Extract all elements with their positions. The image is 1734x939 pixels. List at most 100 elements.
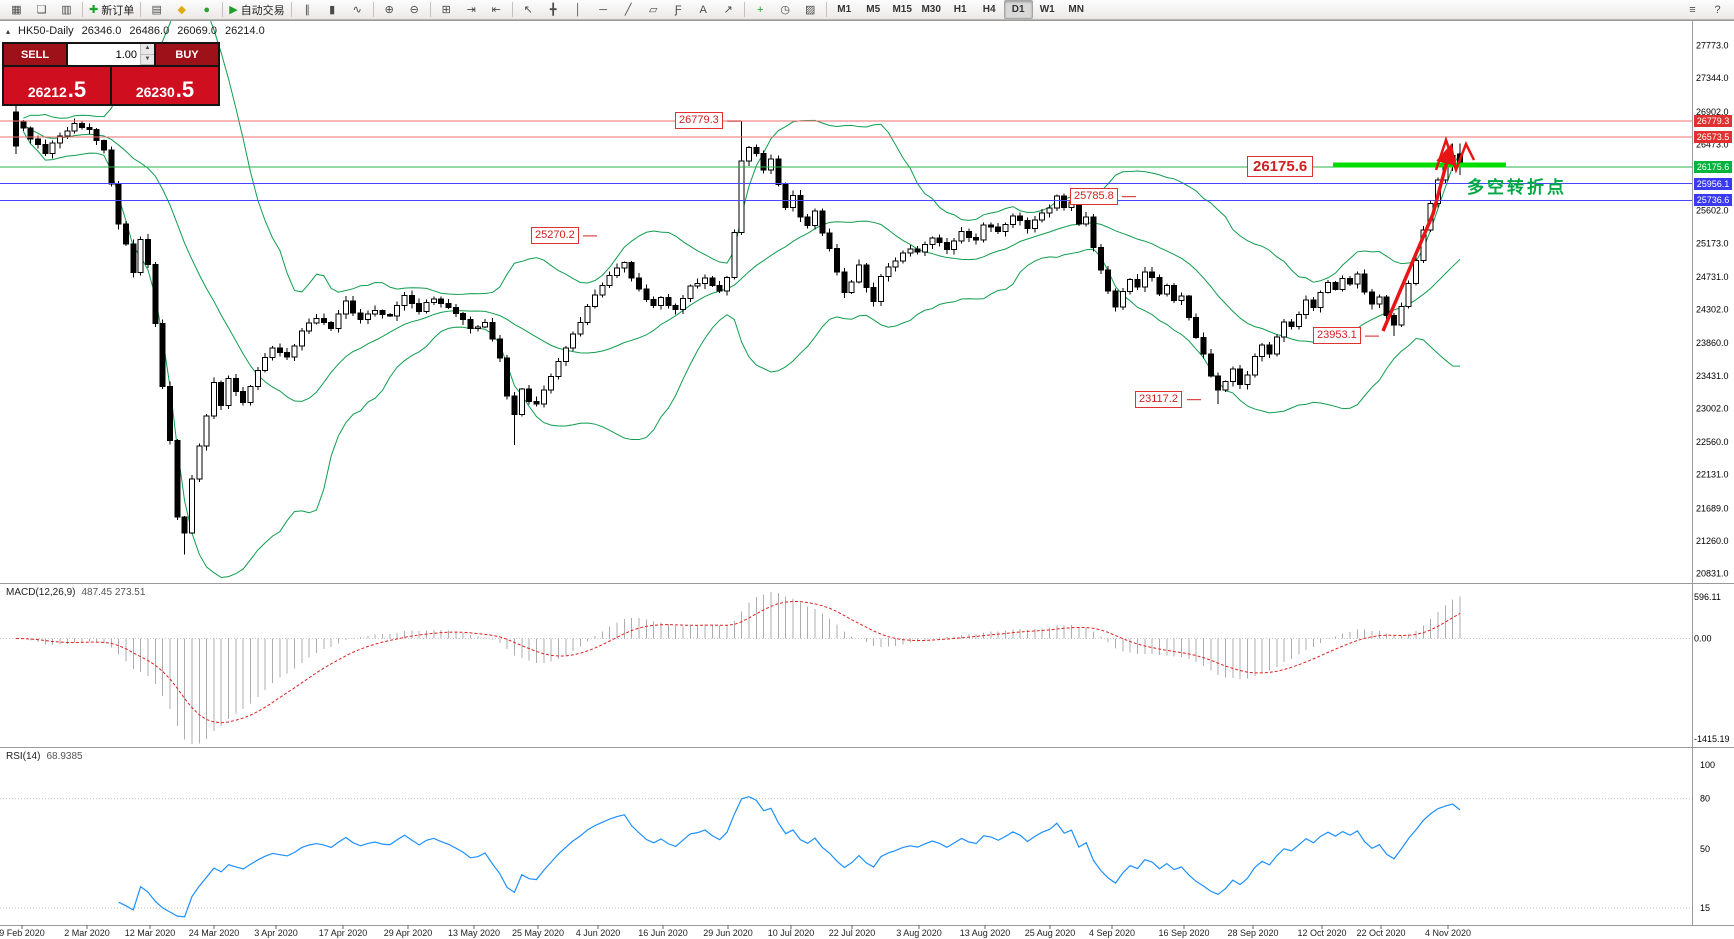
market-depth-icon[interactable]: ▤ xyxy=(144,0,169,19)
autotrading-button[interactable]: ▶ 自动交易 xyxy=(226,0,287,19)
rsi-line xyxy=(118,796,1461,918)
timeframe-m5-button[interactable]: M5 xyxy=(866,4,881,15)
channel-icon: ▱ xyxy=(648,4,658,16)
templates-icon[interactable]: ▨ xyxy=(798,0,823,19)
toolbar-separator xyxy=(825,2,827,17)
zoom-out-icon: ⊖ xyxy=(409,4,419,16)
new-order-button[interactable]: ✚ 新订单 xyxy=(86,0,137,19)
buy-price-main: 26230 xyxy=(135,84,175,100)
buy-price-button[interactable]: 26230 .5 xyxy=(112,67,218,104)
cursor-icon: ↖ xyxy=(523,4,533,16)
channel-icon[interactable]: ▱ xyxy=(641,0,666,19)
text-label-icon[interactable]: A xyxy=(691,0,716,19)
axis-badge-26175.6: 26175.6 xyxy=(1694,161,1732,174)
arrow-object-icon[interactable]: ↗ xyxy=(716,0,741,19)
candlestick-chart-icon[interactable]: ▮ xyxy=(320,0,345,19)
volume-down-button[interactable]: ▼ xyxy=(141,54,154,65)
date-axis[interactable]: 9 Feb 2020 2 Mar 2020 12 Mar 2020 24 Mar 20… xyxy=(0,925,1471,938)
trend-arrow[interactable] xyxy=(1381,143,1457,332)
price-label-25785.8[interactable]: 25785.8 xyxy=(1070,187,1118,205)
timeframe-h4-button[interactable]: H4 xyxy=(982,4,996,15)
trendline-icon: ╱ xyxy=(624,4,632,16)
sell-button[interactable]: SELL xyxy=(4,44,66,65)
zoom-out-icon[interactable]: ⊖ xyxy=(402,0,427,19)
toolbar-separator xyxy=(222,2,224,17)
volume-up-button[interactable]: ▲ xyxy=(141,44,154,55)
timeframe-w1-button[interactable]: W1 xyxy=(1039,4,1055,15)
cursor-icon[interactable]: ↖ xyxy=(516,0,541,19)
rsi-name: RSI(14) xyxy=(6,751,41,762)
print-icon[interactable]: ≡ xyxy=(1689,3,1696,16)
price-label-23117.2[interactable]: 23117.2 xyxy=(1135,390,1182,408)
trendline-icon[interactable]: ╱ xyxy=(616,0,641,19)
price-label-26779.3[interactable]: 26779.3 xyxy=(675,112,723,130)
zoom-in-icon[interactable]: ⊕ xyxy=(377,0,402,19)
svg-text:12 Oct 2020: 12 Oct 2020 xyxy=(1297,928,1346,938)
svg-text:80: 80 xyxy=(1700,794,1710,804)
crosshair-icon[interactable]: ╋ xyxy=(541,0,566,19)
svg-text:3 Aug 2020: 3 Aug 2020 xyxy=(896,928,942,938)
chart-symbol-title: HK50-Daily xyxy=(18,25,74,37)
market-watch-icon[interactable]: ▥ xyxy=(54,0,79,19)
vertical-line-icon[interactable]: │ xyxy=(566,0,591,19)
chart-shift-icon[interactable]: ⇤ xyxy=(484,0,509,19)
periods-icon[interactable]: ◷ xyxy=(773,0,798,19)
bar-chart-icon[interactable]: ∥ xyxy=(295,0,320,19)
volume-input[interactable] xyxy=(68,44,140,65)
svg-text:596.11: 596.11 xyxy=(1694,592,1721,602)
one-click-collapse-icon[interactable]: ▴ xyxy=(6,26,11,36)
svg-text:100: 100 xyxy=(1700,760,1715,770)
svg-text:13 May 2020: 13 May 2020 xyxy=(448,928,500,938)
strategy-tester-icon[interactable]: ● xyxy=(194,0,219,19)
candles xyxy=(13,99,1464,555)
svg-text:29 Apr 2020: 29 Apr 2020 xyxy=(384,928,433,938)
price-label-26175.6[interactable]: 26175.6 xyxy=(1247,156,1314,178)
svg-text:21260.0: 21260.0 xyxy=(1696,536,1729,546)
level-lines[interactable] xyxy=(0,120,1692,201)
timeframe-m15-button[interactable]: M15 xyxy=(892,4,912,15)
price-label-23953.1[interactable]: 23953.1 xyxy=(1313,327,1361,345)
charts-grid-icon: ▦ xyxy=(11,4,22,16)
zoom-in-icon: ⊕ xyxy=(384,4,394,16)
svg-text:13 Aug 2020: 13 Aug 2020 xyxy=(960,928,1011,938)
help-icon[interactable]: ? xyxy=(1714,3,1721,16)
svg-text:17 Apr 2020: 17 Apr 2020 xyxy=(319,928,368,938)
toolbar-separator xyxy=(290,2,292,17)
market-depth-icon: ▤ xyxy=(151,4,162,16)
indicators-icon[interactable]: + xyxy=(748,0,773,19)
autotrading-button-label: 自动交易 xyxy=(240,4,285,17)
price-label-25270.2[interactable]: 25270.2 xyxy=(531,226,579,244)
timeframe-m30-button[interactable]: M30 xyxy=(921,4,941,15)
svg-text:22131.0: 22131.0 xyxy=(1696,470,1729,480)
axis-badge-26573.5: 26573.5 xyxy=(1694,130,1732,143)
toolbar-separator xyxy=(372,2,374,17)
timeframe-m1-button[interactable]: M1 xyxy=(837,4,852,15)
ohlc-high: 26486.0 xyxy=(129,25,170,37)
timeframe-d1-button[interactable]: D1 xyxy=(1003,0,1033,19)
horizontal-line-icon[interactable]: ─ xyxy=(591,0,616,19)
tile-windows-icon[interactable]: ⊞ xyxy=(434,0,459,19)
svg-text:22 Oct 2020: 22 Oct 2020 xyxy=(1356,928,1405,938)
metaeditor-icon[interactable]: ◆ xyxy=(169,0,194,19)
main-toolbar: ▦ ❏ ▥ ✚ 新订单 ▤ ◆ ● ▶ 自动交易 ∥ ▮ ∿ ⊕ ⊖ ⊞ ⇥ ⇤ ↖ ╋ │ ─ ╱ ▱ Ƒ A ↗ + ◷ ▨ M1 M5 M… xyxy=(0,0,1734,20)
fibonacci-icon[interactable]: Ƒ xyxy=(666,0,691,19)
price-axis[interactable]: 27773.0 27344.0 26902.0 26473.0 25602.0 25173… xyxy=(1696,41,1729,579)
svg-text:25173.0: 25173.0 xyxy=(1696,238,1729,248)
new-window-icon[interactable]: ❏ xyxy=(29,0,54,19)
fibonacci-icon: Ƒ xyxy=(674,3,682,16)
line-chart-icon[interactable]: ∿ xyxy=(345,0,370,19)
sell-price-button[interactable]: 26212 .5 xyxy=(4,67,110,104)
timeframe-h1-button[interactable]: H1 xyxy=(953,4,967,15)
pane-separators xyxy=(0,20,1734,926)
svg-text:25 May 2020: 25 May 2020 xyxy=(512,928,564,938)
auto-scroll-icon[interactable]: ⇥ xyxy=(459,0,484,19)
svg-text:50: 50 xyxy=(1700,844,1710,854)
svg-text:27773.0: 27773.0 xyxy=(1696,41,1729,51)
buy-button[interactable]: BUY xyxy=(156,44,218,65)
zigzag-mark[interactable] xyxy=(1434,136,1476,174)
sell-price-main: 26212 xyxy=(27,84,67,100)
timeframe-mn-button[interactable]: MN xyxy=(1068,4,1084,15)
rsi-value: 68.9385 xyxy=(46,751,83,762)
charts-grid-icon[interactable]: ▦ xyxy=(4,0,29,19)
